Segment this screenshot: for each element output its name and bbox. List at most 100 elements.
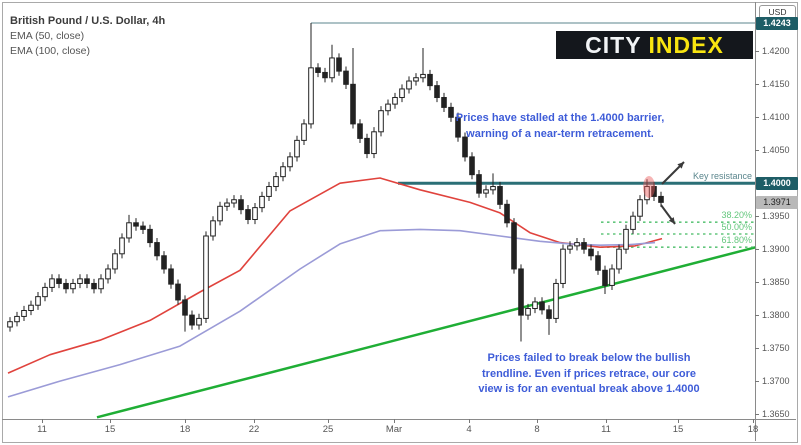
candle-body[interactable] bbox=[553, 282, 559, 319]
candle-body[interactable] bbox=[140, 225, 146, 230]
candle-body[interactable] bbox=[119, 237, 125, 255]
candle-body[interactable] bbox=[581, 242, 587, 250]
price-level-badge[interactable]: 1.4243 bbox=[756, 16, 798, 30]
candle-body[interactable] bbox=[539, 301, 545, 311]
candle-body[interactable] bbox=[504, 203, 510, 224]
candle-body[interactable] bbox=[154, 242, 160, 257]
candle-body[interactable] bbox=[252, 207, 258, 221]
candle-body[interactable] bbox=[308, 67, 314, 125]
candle-body[interactable] bbox=[301, 123, 307, 141]
candle-body[interactable] bbox=[322, 71, 328, 79]
price-level-badge[interactable]: 1.4000 bbox=[756, 176, 798, 190]
candle-body[interactable] bbox=[112, 253, 118, 270]
candle-body[interactable] bbox=[420, 73, 426, 79]
candle-body[interactable] bbox=[189, 314, 195, 326]
ema100-legend[interactable]: EMA (100, close) bbox=[10, 45, 90, 57]
price-tick-label[interactable]: 1.3950 bbox=[762, 211, 790, 222]
date-tick-label[interactable]: 11 bbox=[601, 424, 611, 435]
candle-body[interactable] bbox=[343, 70, 349, 85]
ema50-legend[interactable]: EMA (50, close) bbox=[10, 30, 85, 42]
candle-body[interactable] bbox=[21, 309, 27, 317]
candle-body[interactable] bbox=[644, 186, 650, 201]
candle-body[interactable] bbox=[77, 278, 83, 284]
candle-body[interactable] bbox=[378, 110, 384, 133]
candle-body[interactable] bbox=[49, 278, 55, 288]
price-tick-label[interactable]: 1.4050 bbox=[762, 145, 790, 156]
candle-body[interactable] bbox=[595, 255, 601, 271]
candle-body[interactable] bbox=[483, 189, 489, 194]
candle-body[interactable] bbox=[280, 166, 286, 178]
candle-body[interactable] bbox=[84, 278, 90, 284]
candle-body[interactable] bbox=[532, 301, 538, 310]
candle-body[interactable] bbox=[609, 268, 615, 286]
candle-body[interactable] bbox=[497, 186, 503, 205]
candle-body[interactable] bbox=[203, 235, 209, 319]
candle-body[interactable] bbox=[147, 228, 153, 244]
candle-body[interactable] bbox=[385, 103, 391, 112]
candle-body[interactable] bbox=[315, 67, 321, 73]
candle-body[interactable] bbox=[28, 304, 34, 311]
candle-body[interactable] bbox=[42, 286, 48, 298]
date-tick-label[interactable]: 15 bbox=[104, 424, 116, 435]
candle-body[interactable] bbox=[623, 228, 629, 250]
candle-body[interactable] bbox=[469, 156, 475, 176]
candle-body[interactable] bbox=[602, 269, 608, 286]
candle-body[interactable] bbox=[210, 220, 216, 237]
candle-body[interactable] bbox=[455, 116, 461, 138]
candle-body[interactable] bbox=[105, 268, 111, 280]
candle-body[interactable] bbox=[175, 283, 181, 301]
candle-body[interactable] bbox=[217, 205, 223, 222]
date-tick-label[interactable]: 18 bbox=[747, 424, 759, 435]
date-tick-label[interactable]: 22 bbox=[248, 424, 260, 435]
candle-body[interactable] bbox=[329, 57, 335, 79]
candle-body[interactable] bbox=[574, 242, 580, 247]
candle-body[interactable] bbox=[196, 317, 202, 326]
candle-body[interactable] bbox=[168, 268, 174, 285]
candle-body[interactable] bbox=[630, 215, 636, 230]
candle-body[interactable] bbox=[560, 248, 566, 284]
candle-body[interactable] bbox=[651, 186, 657, 197]
candle-body[interactable] bbox=[7, 321, 13, 328]
candle-body[interactable] bbox=[56, 278, 62, 284]
candle-body[interactable] bbox=[525, 308, 531, 316]
candle-body[interactable] bbox=[518, 268, 524, 316]
candle-body[interactable] bbox=[392, 97, 398, 105]
candle-body[interactable] bbox=[490, 186, 496, 191]
candle-body[interactable] bbox=[266, 186, 272, 197]
price-tick-label[interactable]: 1.3700 bbox=[762, 376, 790, 387]
candle-body[interactable] bbox=[161, 255, 167, 270]
candle-body[interactable] bbox=[91, 282, 97, 290]
candle-body[interactable] bbox=[70, 282, 76, 290]
candle-body[interactable] bbox=[399, 88, 405, 99]
candle-body[interactable] bbox=[63, 282, 69, 290]
candle-body[interactable] bbox=[357, 123, 363, 139]
date-tick-label[interactable]: 18 bbox=[179, 424, 191, 435]
candle-body[interactable] bbox=[231, 199, 237, 204]
candle-body[interactable] bbox=[364, 137, 370, 155]
candle-body[interactable] bbox=[336, 57, 342, 72]
candle-body[interactable] bbox=[126, 222, 132, 239]
candle-body[interactable] bbox=[427, 73, 433, 87]
candle-body[interactable] bbox=[224, 202, 230, 207]
candle-body[interactable] bbox=[371, 131, 377, 155]
price-tick-label[interactable]: 1.3900 bbox=[762, 244, 790, 255]
candle-body[interactable] bbox=[448, 106, 454, 118]
candle-body[interactable] bbox=[658, 195, 664, 203]
date-tick-label[interactable]: 15 bbox=[672, 424, 684, 435]
price-tick-label[interactable]: 1.3800 bbox=[762, 310, 790, 321]
candle-body[interactable] bbox=[413, 77, 419, 82]
candle-body[interactable] bbox=[546, 309, 552, 319]
date-tick-label[interactable]: 4 bbox=[466, 424, 472, 435]
candle-body[interactable] bbox=[462, 136, 468, 158]
date-tick-label[interactable]: 25 bbox=[322, 424, 334, 435]
candle-body[interactable] bbox=[133, 222, 139, 227]
candle-body[interactable] bbox=[511, 222, 517, 270]
symbol-title[interactable]: British Pound / U.S. Dollar, 4h bbox=[10, 15, 166, 27]
candle-body[interactable] bbox=[182, 299, 188, 316]
price-tick-label[interactable]: 1.3750 bbox=[762, 343, 790, 354]
candle-body[interactable] bbox=[476, 174, 482, 194]
candle-body[interactable] bbox=[637, 199, 643, 217]
bullish-trendline[interactable] bbox=[96, 245, 757, 419]
candle-body[interactable] bbox=[441, 97, 447, 108]
